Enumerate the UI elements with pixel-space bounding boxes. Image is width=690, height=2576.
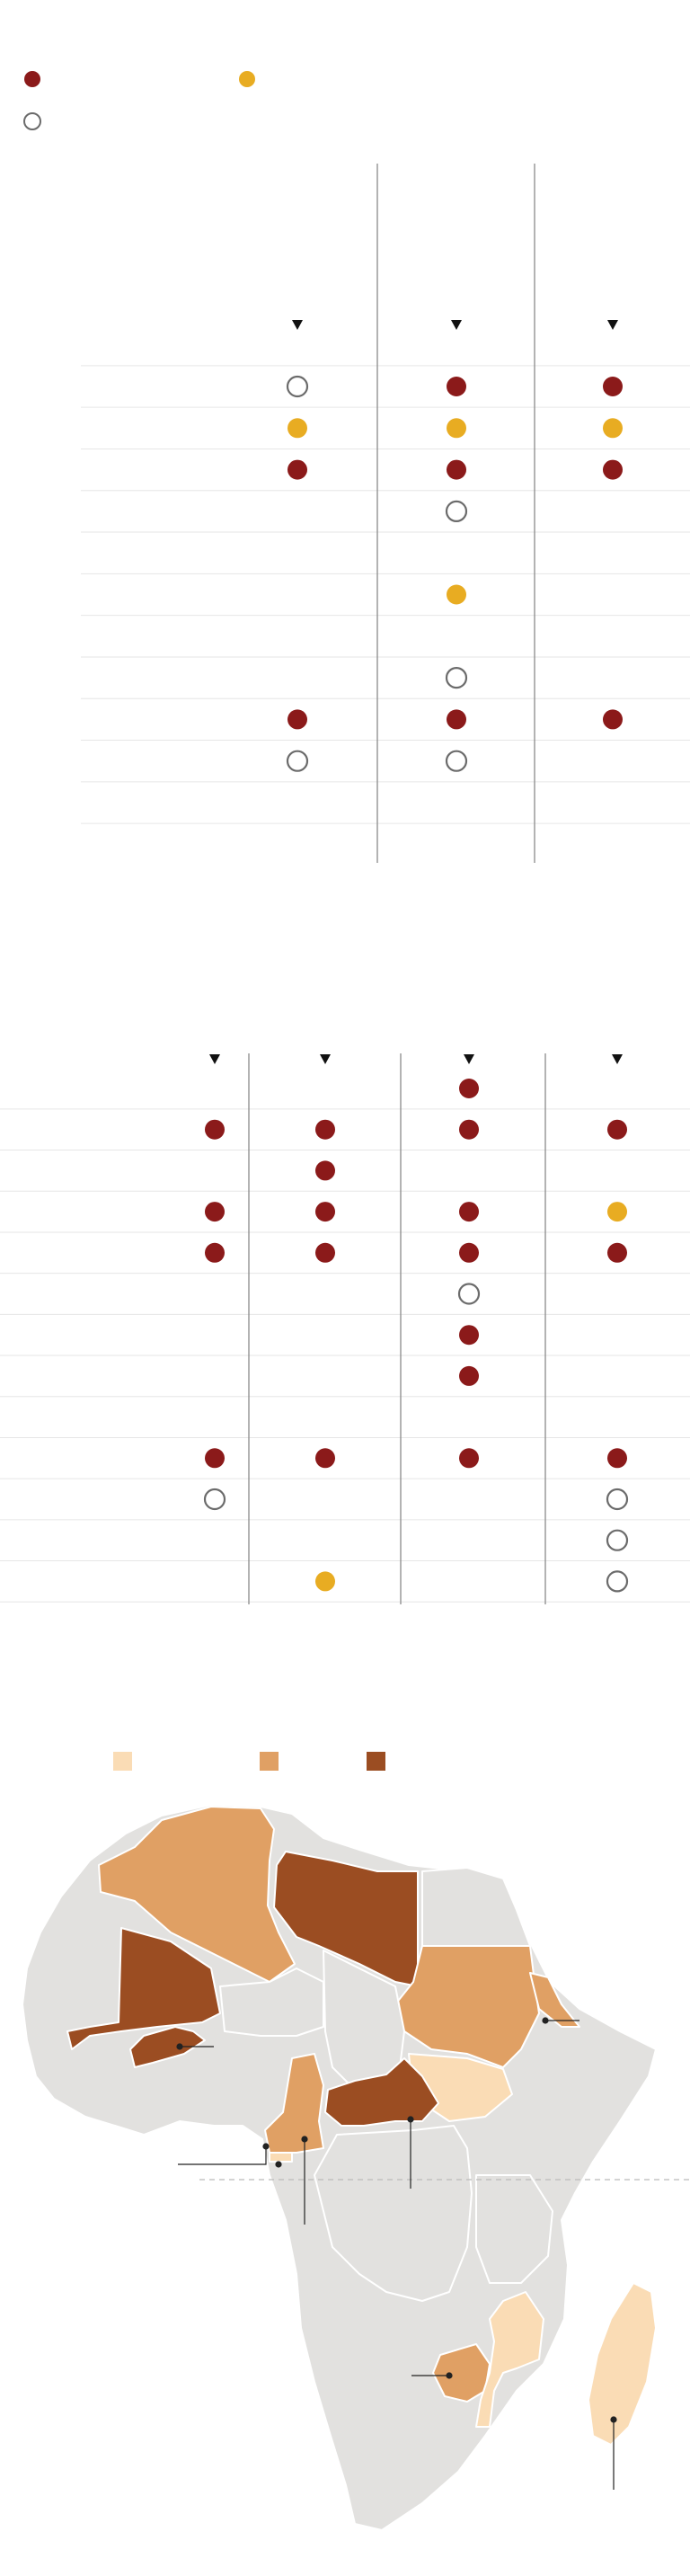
dot-hollow (606, 1488, 629, 1511)
country-tanzania (475, 2174, 553, 2284)
dot-yellow (288, 418, 307, 439)
dot-hollow (286, 750, 309, 772)
dot-red (205, 1119, 225, 1140)
dot-red (459, 1119, 479, 1140)
country-zimbabwe (432, 2343, 491, 2403)
dot-red (315, 1119, 335, 1140)
dot-red (459, 1202, 479, 1222)
country-eritrea (529, 1972, 580, 2028)
dot-red (459, 1365, 479, 1386)
dot-red (459, 1448, 479, 1469)
country-niger (219, 1968, 324, 2037)
dot-red (459, 1325, 479, 1346)
africa-map (22, 1752, 690, 2531)
dot-red (447, 459, 466, 480)
legend-marker-red (24, 71, 40, 87)
dot-red (459, 1079, 479, 1098)
dot-table-1 (81, 164, 690, 863)
column-sort-triangle[interactable] (320, 1054, 331, 1064)
capital-marker-2[interactable] (542, 2017, 549, 2024)
column-sort-triangle[interactable] (292, 320, 303, 330)
map-legend-swatch-dark (367, 1752, 385, 1771)
map-legend-swatch-medium (260, 1752, 279, 1771)
capital-marker-8[interactable] (610, 2416, 617, 2423)
dot-table-2 (0, 1053, 690, 1604)
dot-red (603, 709, 623, 730)
dot-red (288, 459, 307, 480)
capital-marker-4[interactable] (301, 2136, 308, 2143)
dot-red (447, 709, 466, 730)
dot-red (315, 1242, 335, 1263)
dot-red (315, 1448, 335, 1469)
country-drc (314, 2125, 473, 2302)
dot-yellow (603, 418, 623, 439)
dot-red (447, 377, 466, 396)
dot-red (607, 1242, 627, 1263)
dot-red (315, 1160, 335, 1181)
legend-marker-hollow (23, 112, 41, 130)
country-burkina-faso (129, 2026, 206, 2068)
column-sort-triangle[interactable] (612, 1054, 623, 1064)
legend (23, 71, 255, 130)
capital-marker-3[interactable] (407, 2116, 414, 2123)
dot-yellow (447, 584, 466, 605)
dot-yellow (607, 1202, 627, 1222)
dot-hollow (203, 1488, 226, 1511)
map-legend-swatch-light (113, 1752, 132, 1771)
country-gulf-small (269, 2152, 293, 2163)
country-egypt (421, 1867, 531, 1947)
dot-red (603, 377, 623, 396)
dot-hollow (606, 1529, 629, 1551)
dot-hollow (445, 666, 468, 689)
dot-red (459, 1242, 479, 1263)
dot-hollow (286, 375, 309, 398)
callout-line-5 (178, 2146, 267, 2165)
legend-marker-yellow (239, 71, 255, 87)
country-libya (273, 1851, 419, 1987)
map-legend (113, 1752, 385, 1771)
dot-red (288, 709, 307, 730)
dot-yellow (447, 418, 466, 439)
dot-red (603, 459, 623, 480)
column-sort-triangle[interactable] (607, 320, 618, 330)
madagascar (588, 2282, 657, 2446)
dot-red (205, 1448, 225, 1469)
dot-red (205, 1202, 225, 1222)
capital-marker-7[interactable] (446, 2372, 453, 2379)
capital-marker-5[interactable] (262, 2143, 270, 2150)
column-sort-triangle[interactable] (209, 1054, 220, 1064)
dot-red (607, 1119, 627, 1140)
map-callouts (176, 2017, 617, 2490)
dot-hollow (606, 1570, 629, 1593)
column-sort-triangle[interactable] (464, 1054, 474, 1064)
country-mozambique (475, 2291, 544, 2428)
africa-continent (22, 1804, 657, 2531)
country-car (324, 2057, 439, 2127)
capital-marker-1[interactable] (176, 2043, 183, 2050)
dot-red (205, 1242, 225, 1263)
country-algeria (98, 1806, 296, 1983)
country-cameroon (264, 2053, 324, 2154)
column-sort-triangle[interactable] (451, 320, 462, 330)
dot-red (607, 1448, 627, 1469)
dot-hollow (457, 1283, 481, 1305)
dot-hollow (445, 750, 468, 772)
dot-hollow (445, 500, 468, 522)
dot-red (315, 1202, 335, 1222)
capital-marker-6[interactable] (275, 2161, 282, 2168)
country-mali (66, 1927, 221, 2050)
dot-yellow (315, 1571, 335, 1592)
